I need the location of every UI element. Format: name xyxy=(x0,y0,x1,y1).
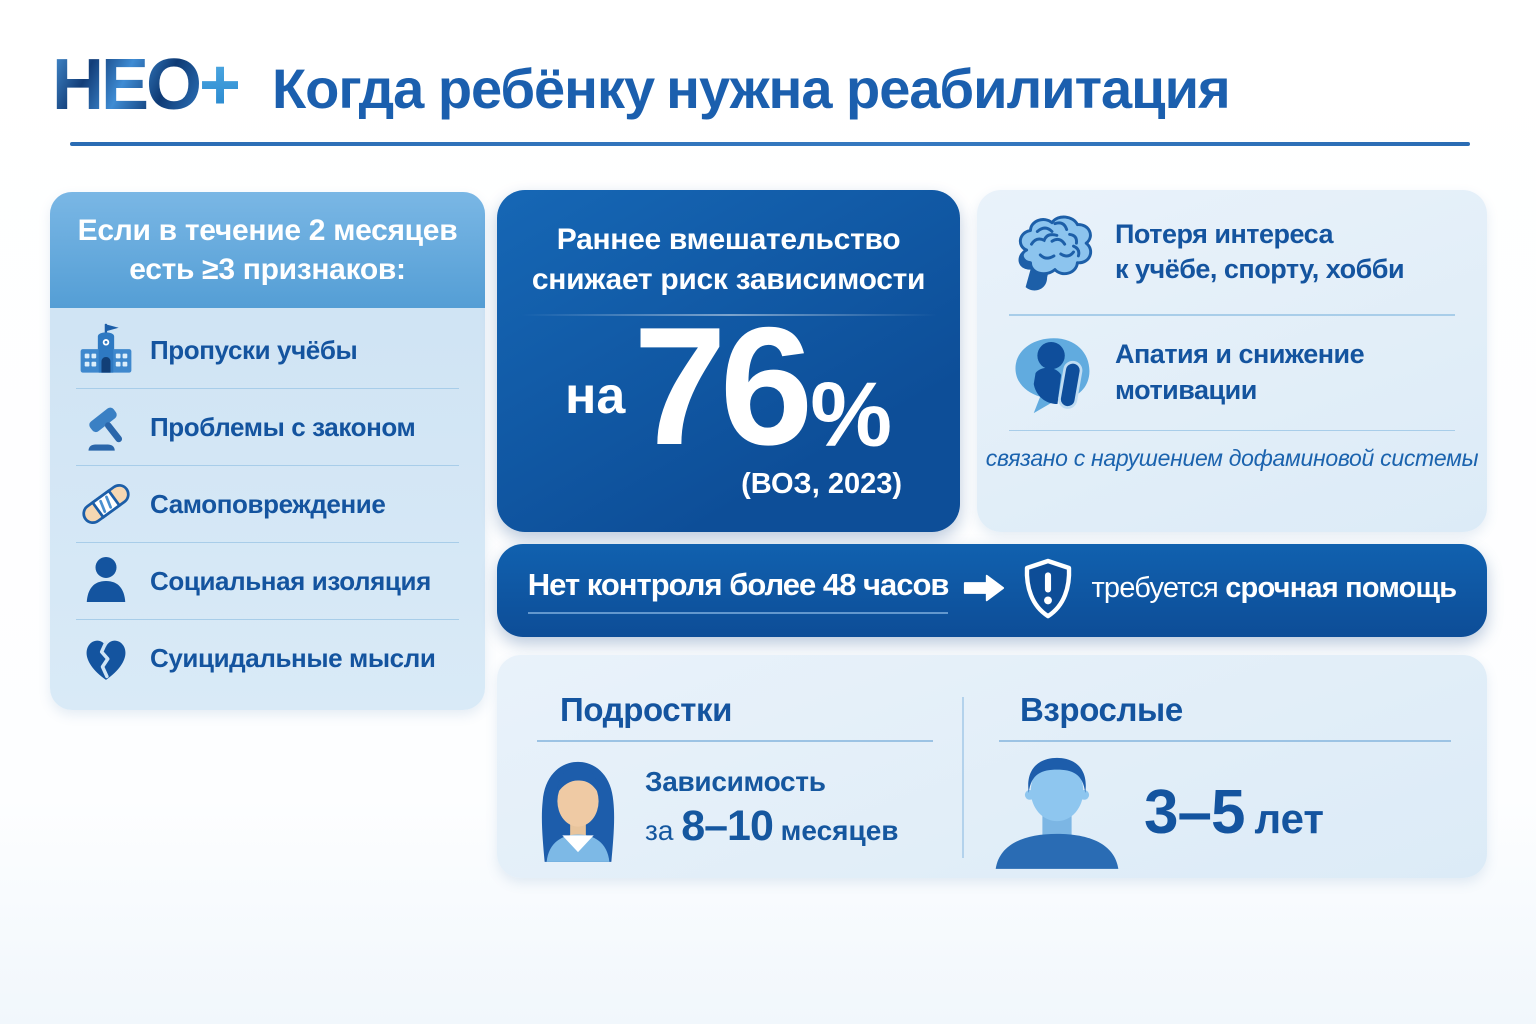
bandage-icon xyxy=(76,475,136,533)
logo-plus-icon: + xyxy=(199,45,241,125)
stat-value: 76 xyxy=(633,292,813,481)
duration-panel: Подростки Зависимость за xyxy=(497,655,1487,878)
criteria-heading-line1: Если в течение 2 месяцев xyxy=(77,213,458,247)
sign-label: Суицидальные мысли xyxy=(150,642,436,673)
teens-line2: за 8–10 месяцев xyxy=(645,802,898,851)
sign-label: Пропуски учёбы xyxy=(150,334,358,365)
stat-unit: % xyxy=(810,363,892,466)
symptoms-divider xyxy=(1009,429,1455,431)
person-icon xyxy=(76,553,136,609)
stat-panel: Раннее вмешательство снижает риск зависи… xyxy=(497,190,960,532)
header-divider xyxy=(70,142,1470,146)
page-title-emphasis: Когда ребёнку xyxy=(272,57,655,120)
page-title: Когда ребёнку нужна реабилитация xyxy=(272,56,1231,121)
criteria-heading-line2: есть ≥3 признаков: xyxy=(129,252,406,286)
sign-label: Социальная изоляция xyxy=(150,565,431,596)
arrow-right-icon xyxy=(963,573,1005,603)
symptoms-divider xyxy=(1009,314,1455,316)
stat-title-line1: Раннее вмешательство xyxy=(556,223,901,256)
alert-result: требуется срочная помощь xyxy=(1091,572,1457,605)
teens-line1: Зависимость xyxy=(645,766,826,797)
criteria-panel: Если в течение 2 месяцев есть ≥3 признак… xyxy=(50,192,485,710)
teens-duration-suffix: месяцев xyxy=(780,815,899,846)
adult-man-avatar xyxy=(984,750,1130,874)
symptom-line1: Апатия и снижение xyxy=(1115,339,1365,370)
teens-title: Подростки xyxy=(560,691,732,728)
stat-prefix: на xyxy=(564,366,626,425)
broken-heart-icon xyxy=(76,630,136,686)
school-icon xyxy=(76,321,136,379)
adults-duration-value: 3–5 xyxy=(1144,777,1245,847)
brain-icon xyxy=(1005,209,1099,295)
symptom-line2: мотивации xyxy=(1115,374,1257,405)
alert-result-bold: срочная помощь xyxy=(1225,572,1457,604)
list-item: Проблемы с законом xyxy=(76,388,459,465)
apathy-icon xyxy=(1005,331,1099,415)
symptoms-footnote: связано с нарушением дофаминовой системы xyxy=(985,445,1479,471)
stat-source: (ВОЗ, 2023) xyxy=(741,467,902,500)
symptom-label: Апатия и снижение мотивации xyxy=(1115,337,1365,407)
alert-condition: Нет контроля более 48 часов xyxy=(527,567,949,614)
list-item: Суицидальные мысли xyxy=(76,619,459,696)
symptom-line1: Потеря интереса xyxy=(1115,218,1334,249)
gavel-icon xyxy=(76,399,136,455)
teens-column: Подростки Зависимость за xyxy=(497,655,962,878)
stat-divider xyxy=(520,314,937,317)
criteria-panel-heading: Если в течение 2 месяцев есть ≥3 признак… xyxy=(50,192,485,308)
page-title-rest: нужна реабилитация xyxy=(666,57,1230,120)
list-item: Социальная изоляция xyxy=(76,542,459,619)
symptom-label: Потеря интереса к учёбе, спорту, хобби xyxy=(1115,217,1405,287)
adults-column: Взрослые 3–5 лет xyxy=(962,655,1487,878)
list-item: Апатия и снижение мотивации xyxy=(977,316,1487,430)
symptoms-panel: Потеря интереса к учёбе, спорту, хобби А… xyxy=(977,190,1487,532)
symptom-line2: к учёбе, спорту, хобби xyxy=(1115,254,1405,284)
list-item: Самоповреждение xyxy=(76,465,459,542)
shield-exclamation-icon xyxy=(1020,558,1076,620)
teens-prefix: за xyxy=(645,815,674,846)
teens-title-underline xyxy=(537,740,933,742)
adults-title-underline xyxy=(999,740,1451,742)
teens-duration-value: 8–10 xyxy=(681,802,774,850)
adults-duration-suffix: лет xyxy=(1254,794,1324,842)
alert-result-normal: требуется xyxy=(1091,572,1218,604)
teens-body: Зависимость за 8–10 месяцев xyxy=(497,750,962,867)
teens-text: Зависимость за 8–10 месяцев xyxy=(645,766,898,851)
stat-title-line2: снижает риск зависимости xyxy=(531,262,926,296)
list-item: Потеря интереса к учёбе, спорту, хобби xyxy=(977,190,1487,314)
sign-label: Проблемы с законом xyxy=(150,411,416,442)
signs-list: Пропуски учёбы Проблемы с законом xyxy=(50,308,485,696)
duration-vertical-divider xyxy=(962,697,964,858)
sign-label: Самоповреждение xyxy=(150,488,386,519)
adults-text: 3–5 лет xyxy=(1144,777,1324,848)
stat-title: Раннее вмешательство снижает риск зависи… xyxy=(497,220,960,299)
logo-text: НЕО xyxy=(52,45,202,125)
adults-title: Взрослые xyxy=(1020,691,1183,728)
stat-value-row: на 76 % xyxy=(497,292,960,481)
list-item: Пропуски учёбы xyxy=(76,312,459,388)
neo-plus-logo: НЕО+ xyxy=(52,44,241,126)
teen-girl-avatar xyxy=(527,750,629,867)
adults-body: 3–5 лет xyxy=(962,750,1487,874)
alert-banner: Нет контроля более 48 часов требуется ср… xyxy=(497,544,1487,637)
